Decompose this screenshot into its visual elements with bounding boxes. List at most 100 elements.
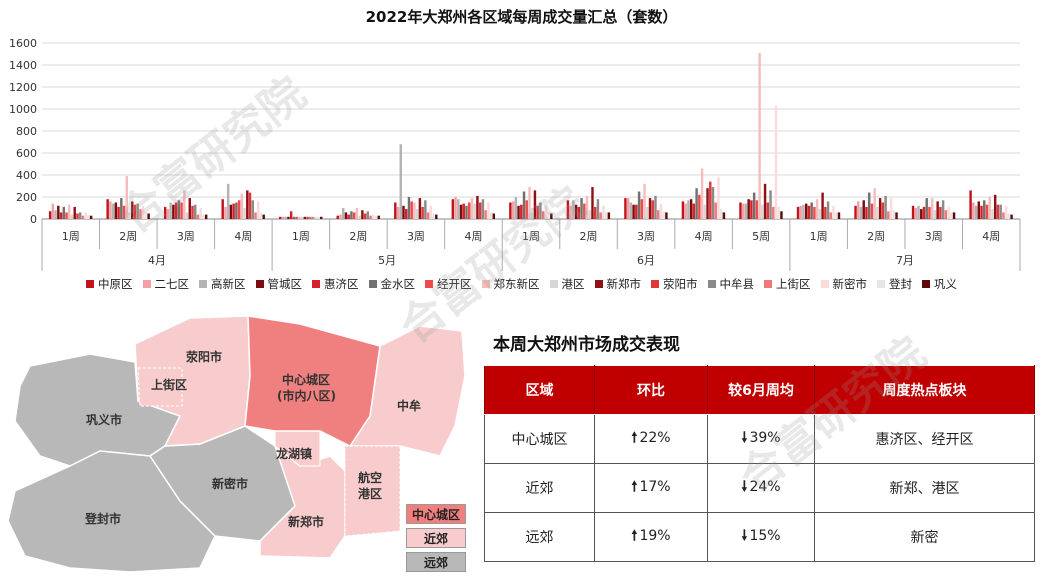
bar <box>632 204 635 219</box>
bar <box>76 213 79 219</box>
map-label-shangjie: 上街区 <box>151 377 187 392</box>
bar <box>257 201 260 219</box>
bar <box>662 211 665 219</box>
bar <box>818 209 822 219</box>
bar <box>235 202 238 219</box>
bar <box>246 190 249 219</box>
bar <box>396 206 400 219</box>
bar <box>635 204 638 219</box>
bar <box>424 200 427 219</box>
cell-hot: 新郑、港区 <box>814 463 1035 513</box>
bar <box>950 212 953 219</box>
wow-value: 22% <box>639 430 671 446</box>
bar <box>857 201 860 219</box>
bar <box>81 215 85 219</box>
cell-wow: 🠕 17% <box>594 463 708 513</box>
bar <box>68 204 71 219</box>
map-label-xinzheng: 新郑市 <box>288 514 324 529</box>
bar <box>991 209 994 219</box>
x-tick-label: 4周 <box>982 230 1000 243</box>
bar <box>684 203 687 219</box>
bar <box>363 213 367 219</box>
bar <box>311 216 315 219</box>
bar <box>188 198 191 219</box>
bar <box>988 197 991 219</box>
legend-label: 中原区 <box>98 277 133 291</box>
vs-june-value: 39% <box>749 430 781 446</box>
legend-label: 荥阳市 <box>663 277 698 291</box>
bar <box>172 204 175 219</box>
bar <box>254 212 257 219</box>
table-row: 近郊 🠕 17% 🠗 24% 新郑、港区 <box>484 463 1035 513</box>
bar <box>706 188 709 219</box>
bar <box>457 199 460 219</box>
y-tick-label: 1600 <box>9 37 37 50</box>
x-tick-label: 1周 <box>810 230 828 243</box>
bar <box>89 215 93 219</box>
bar <box>520 204 523 219</box>
bar <box>54 210 57 219</box>
legend-label: 二七区 <box>154 277 190 291</box>
legend-label: 经开区 <box>437 277 472 291</box>
legend-label: 金水区 <box>380 277 416 291</box>
bar <box>180 202 183 219</box>
bar <box>279 216 282 219</box>
map-label-xinmi: 新密市 <box>212 476 248 491</box>
legend-swatch <box>142 280 151 288</box>
legend-swatch <box>922 280 930 288</box>
legend-swatch <box>312 280 320 288</box>
bar <box>489 212 493 219</box>
bar <box>517 205 520 219</box>
bar <box>588 210 591 219</box>
cell-vs-june: 🠗 15% <box>707 512 815 562</box>
x-tick-label: 3周 <box>177 230 195 243</box>
bar <box>429 205 433 219</box>
bar <box>939 206 942 219</box>
cell-hot: 惠济区、经开区 <box>814 414 1035 464</box>
bar <box>295 216 298 219</box>
bar <box>777 206 780 219</box>
bar <box>859 206 863 219</box>
x-tick-label: 1周 <box>62 230 80 243</box>
bar <box>884 195 887 219</box>
header-wow: 环比 <box>594 365 708 415</box>
bar <box>700 168 704 219</box>
bar <box>405 209 408 219</box>
legend-item: 郑东新区 <box>481 276 540 292</box>
bar <box>262 214 265 219</box>
map-label-zhongmou: 中牟 <box>397 398 421 413</box>
legend-item: 管城区 <box>255 276 302 292</box>
bar <box>117 206 120 219</box>
bar <box>120 198 123 219</box>
x-tick-label: 1周 <box>292 230 310 243</box>
bar <box>451 199 455 219</box>
bar <box>136 203 139 219</box>
bar <box>703 204 707 219</box>
chart-title: 2022年大郑州各区域每周成交量汇总（套数） <box>365 8 678 26</box>
bar <box>199 208 202 219</box>
bar <box>640 199 644 219</box>
bar <box>719 209 723 219</box>
bar <box>944 210 948 219</box>
cell-area: 近郊 <box>484 463 595 513</box>
bar <box>478 202 482 219</box>
bar <box>131 201 134 219</box>
bar <box>84 212 87 219</box>
legend-label: 登封 <box>889 277 912 291</box>
legend-item: 二七区 <box>142 276 190 292</box>
vs-june-value: 15% <box>749 528 781 544</box>
bar <box>799 205 802 219</box>
bar <box>758 52 761 220</box>
bar <box>930 198 934 219</box>
bar <box>141 205 145 219</box>
bar <box>837 212 841 219</box>
map-key-far: 远郊 <box>406 552 466 572</box>
bar <box>763 183 767 219</box>
bar <box>947 206 950 219</box>
bar <box>224 206 227 219</box>
map-key-center: 中心城区 <box>406 504 466 524</box>
bar <box>65 212 68 219</box>
bar <box>755 200 759 219</box>
y-tick-label: 1400 <box>9 59 37 72</box>
map-label-center-2: (市内八区) <box>277 388 336 403</box>
